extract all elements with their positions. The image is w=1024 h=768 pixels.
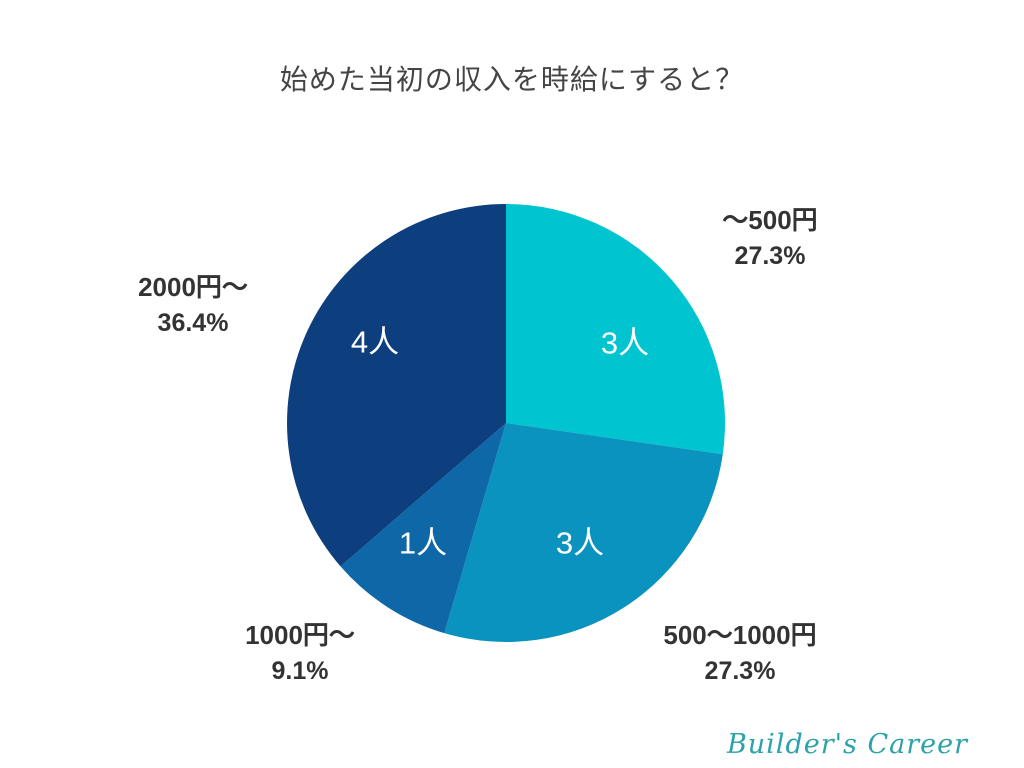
pie-slice-2	[340, 423, 506, 634]
slice-label-500to1000: 500〜1000円 27.3%	[610, 617, 870, 689]
slice-label-text: 1000円〜	[245, 620, 355, 650]
slice-percent-text: 27.3%	[704, 657, 776, 685]
slice-percent-text: 9.1%	[271, 657, 329, 685]
slice-label-under500: 〜500円 27.3%	[655, 202, 885, 274]
pie-slice-1	[444, 423, 723, 642]
chart-title: 始めた当初の収入を時給にすると？	[279, 64, 745, 95]
pie-slice-3	[287, 204, 506, 567]
slice-label-text: 500〜1000円	[663, 620, 817, 650]
slice-percent-text: 27.3%	[734, 242, 806, 270]
slice-value-label-0: 3人	[601, 326, 649, 361]
slice-value-label-2: 1人	[399, 526, 447, 561]
slice-label-1000plus: 1000円〜 9.1%	[185, 617, 415, 689]
builders-career-logo: Builder's Career	[726, 729, 968, 760]
slice-label-text: 2000円〜	[138, 272, 248, 302]
slice-percent-text: 36.4%	[157, 309, 229, 337]
slice-label-text: 〜500円	[722, 205, 818, 235]
pie-slice-0	[506, 203, 726, 455]
slice-value-label-1: 3人	[556, 526, 604, 561]
slice-value-label-3: 4人	[351, 325, 399, 360]
slice-label-2000plus: 2000円〜 36.4%	[78, 269, 308, 341]
